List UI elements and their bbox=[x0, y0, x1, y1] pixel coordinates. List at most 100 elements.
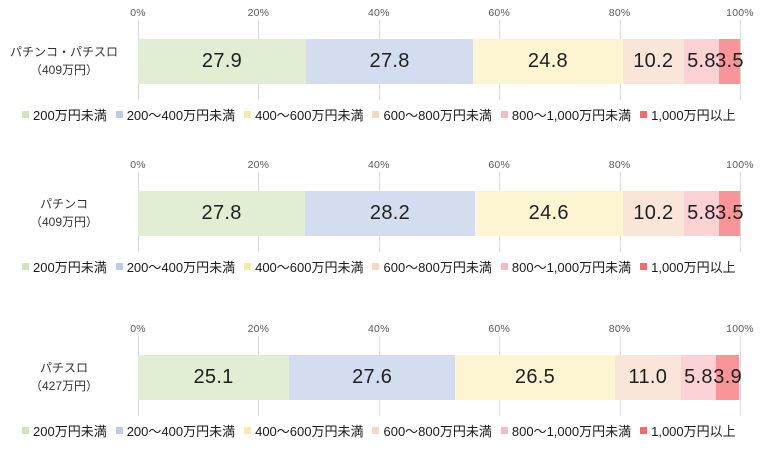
legend-label: 1,000万円以上 bbox=[651, 424, 736, 439]
segment-value: 24.6 bbox=[528, 202, 569, 224]
legend-item: 200～400万円未満 bbox=[115, 421, 236, 440]
legend-swatch bbox=[115, 111, 123, 118]
axis-tick-label: 0% bbox=[130, 323, 146, 335]
bar-segment: 5.8 bbox=[680, 355, 716, 400]
legend: 200万円未満 200～400万円未満 400～600万円未満 600～800万… bbox=[22, 105, 764, 124]
segment-value: 3.9 bbox=[713, 366, 742, 388]
stacked-bar: 25.1 27.6 26.5 11.0 5.8 3.9 bbox=[138, 355, 742, 400]
category-income: （409万円） bbox=[29, 62, 99, 77]
category-name: パチスロ bbox=[39, 361, 88, 376]
legend-label: 200万円未満 bbox=[33, 424, 107, 439]
legend-item: 600～800万円未満 bbox=[372, 257, 492, 276]
legend: 200万円未満 200～400万円未満 400～600万円未満 600～800万… bbox=[22, 257, 764, 276]
legend-swatch bbox=[372, 427, 380, 434]
legend-label: 600～800万円未満 bbox=[383, 260, 492, 275]
axis-tick-label: 100% bbox=[726, 7, 754, 19]
segment-value: 5.8 bbox=[687, 202, 716, 224]
legend-label: 400～600万円未満 bbox=[255, 108, 364, 123]
chart-block: 0% 20% 40% 60% 80% 100% パチンコ・パチスロ （409万円… bbox=[0, 7, 764, 124]
legend-item: 200～400万円未満 bbox=[115, 105, 235, 124]
axis-tick-label: 100% bbox=[726, 159, 754, 171]
legend-item: 200万円未満 bbox=[22, 257, 107, 276]
segment-value: 3.5 bbox=[715, 50, 744, 72]
legend-swatch bbox=[244, 427, 252, 434]
bar-segment: 11.0 bbox=[614, 355, 681, 400]
bar-segment: 10.2 bbox=[622, 39, 684, 84]
legend-label: 400～600万円未満 bbox=[255, 424, 364, 439]
segment-value: 27.6 bbox=[352, 366, 393, 388]
segment-value: 10.2 bbox=[633, 50, 674, 72]
axis-tick-label: 60% bbox=[488, 7, 510, 19]
legend-swatch bbox=[640, 427, 648, 434]
legend-item: 800～1,000万円未満 bbox=[500, 105, 632, 124]
category-name: パチンコ・パチスロ bbox=[9, 45, 118, 60]
category-income: （427万円） bbox=[29, 378, 99, 393]
axis-tick-label: 40% bbox=[367, 7, 390, 19]
stacked-bar: 27.8 28.2 24.6 10.2 5.8 3.5 bbox=[138, 191, 744, 236]
axis-tick-label: 80% bbox=[608, 159, 631, 171]
plot-area: パチンコ （409万円） 27.8 28.2 24.6 10.2 5.8 3.5 bbox=[30, 172, 744, 252]
axis-tick-label: 80% bbox=[608, 323, 631, 335]
segment-value: 28.2 bbox=[369, 202, 411, 224]
gridline bbox=[740, 336, 741, 416]
legend-item: 600～800万円未満 bbox=[372, 421, 492, 440]
legend-label: 400～600万円未満 bbox=[255, 260, 364, 275]
legend-item: 1,000万円以上 bbox=[640, 421, 736, 440]
legend-swatch bbox=[372, 111, 380, 118]
category-label: パチスロ （427万円） bbox=[0, 355, 128, 400]
segment-value: 27.8 bbox=[201, 202, 242, 224]
legend-swatch bbox=[22, 263, 29, 270]
legend-swatch bbox=[22, 427, 29, 434]
legend-swatch bbox=[244, 263, 252, 270]
legend-label: 800～1,000万円未満 bbox=[511, 108, 632, 123]
legend-item: 200万円未満 bbox=[22, 421, 107, 440]
legend-swatch bbox=[500, 111, 508, 118]
legend-label: 1,000万円以上 bbox=[651, 108, 736, 123]
legend-swatch bbox=[115, 263, 123, 270]
bar-segment: 24.8 bbox=[473, 39, 623, 84]
legend-item: 1,000万円以上 bbox=[640, 105, 736, 124]
segment-value: 27.8 bbox=[369, 50, 410, 72]
legend-swatch bbox=[500, 427, 508, 434]
segment-value: 25.1 bbox=[193, 366, 234, 388]
category-label: パチンコ （409万円） bbox=[0, 191, 128, 236]
legend-label: 200～400万円未満 bbox=[126, 260, 236, 275]
income-distribution-charts: 0% 20% 40% 60% 80% 100% パチンコ・パチスロ （409万円… bbox=[0, 7, 764, 440]
legend-item: 1,000万円以上 bbox=[640, 257, 736, 276]
bar-segment: 3.9 bbox=[713, 355, 742, 400]
bar-segment: 5.8 bbox=[684, 191, 719, 236]
segment-value: 11.0 bbox=[628, 366, 668, 388]
legend-label: 200万円未満 bbox=[33, 108, 107, 123]
x-axis: 0% 20% 40% 60% 80% 100% bbox=[130, 323, 753, 336]
legend-label: 200～400万円未満 bbox=[126, 424, 236, 439]
legend-label: 1,000万円以上 bbox=[651, 260, 736, 275]
legend-item: 400～600万円未満 bbox=[244, 257, 363, 276]
bar-segment: 25.1 bbox=[138, 355, 290, 400]
legend-item: 800～1,000万円未満 bbox=[500, 257, 632, 276]
legend-label: 800～1,000万円未満 bbox=[511, 260, 632, 275]
plot-area: パチンコ・パチスロ （409万円） 27.9 27.8 24.8 10.2 5.… bbox=[10, 20, 743, 100]
gridline bbox=[740, 172, 741, 252]
axis-tick-label: 40% bbox=[367, 159, 390, 171]
legend-swatch bbox=[640, 263, 648, 270]
chart-block: 0% 20% 40% 60% 80% 100% パチンコ （409万円） 27.… bbox=[0, 159, 764, 276]
segment-value: 10.2 bbox=[633, 202, 674, 224]
legend-item: 400～600万円未満 bbox=[244, 421, 363, 440]
bar-segment: 24.6 bbox=[474, 191, 623, 236]
x-axis: 0% 20% 40% 60% 80% 100% bbox=[130, 7, 753, 20]
axis-tick-label: 20% bbox=[247, 323, 270, 335]
axis-tick-label: 60% bbox=[488, 323, 510, 335]
bar-segment: 5.8 bbox=[683, 39, 719, 84]
legend-swatch bbox=[115, 427, 123, 434]
bar-segment: 27.9 bbox=[138, 39, 306, 84]
axis-tick-label: 20% bbox=[247, 159, 270, 171]
plot-area: パチスロ （427万円） 25.1 27.6 26.5 11.0 5.8 3.9 bbox=[30, 336, 742, 416]
bar-segment: 27.6 bbox=[289, 355, 456, 400]
category-income: （409万円） bbox=[29, 214, 99, 229]
axis-tick-label: 100% bbox=[726, 323, 754, 335]
axis-tick-label: 0% bbox=[130, 159, 146, 171]
bar-segment: 10.2 bbox=[622, 191, 685, 236]
legend-label: 800～1,000万円未満 bbox=[511, 424, 632, 439]
axis-tick-label: 60% bbox=[488, 159, 510, 171]
bar-segment: 3.5 bbox=[715, 39, 743, 84]
